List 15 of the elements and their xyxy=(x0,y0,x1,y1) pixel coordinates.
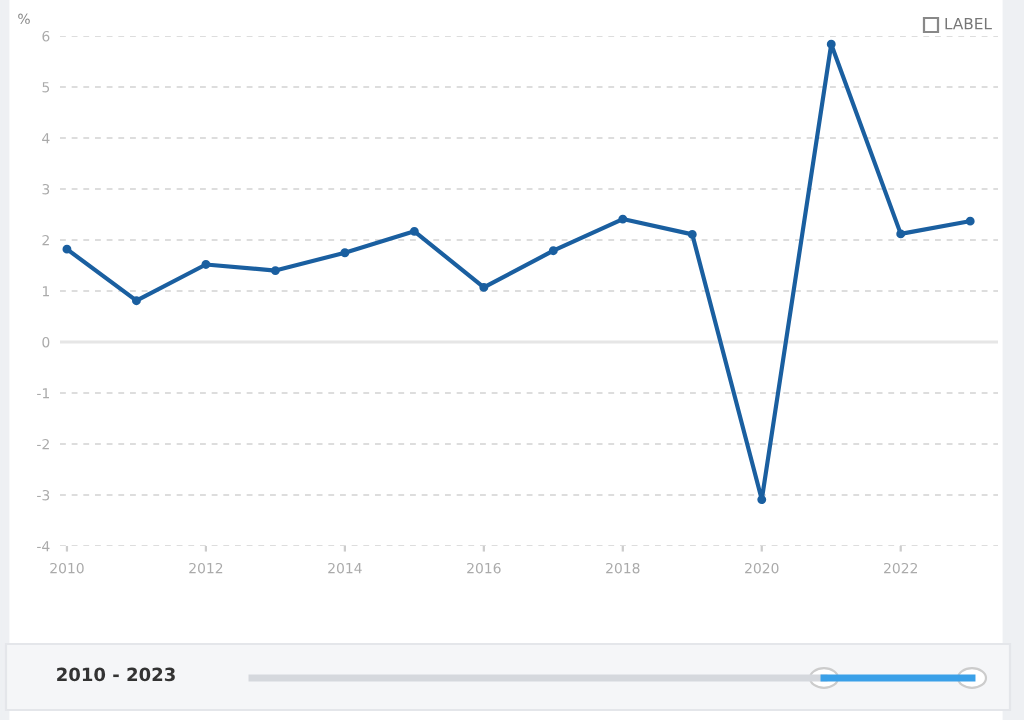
point xyxy=(826,39,836,49)
point xyxy=(62,244,72,254)
point xyxy=(270,266,280,276)
point xyxy=(201,260,211,269)
point xyxy=(965,216,975,226)
point xyxy=(479,282,489,292)
point xyxy=(687,229,697,239)
point xyxy=(896,229,906,239)
point xyxy=(618,214,628,224)
point xyxy=(757,495,767,505)
point xyxy=(340,248,350,258)
point xyxy=(131,296,141,306)
text: 2010 - 2023 xyxy=(57,667,175,682)
point xyxy=(548,246,558,256)
point xyxy=(409,226,419,236)
